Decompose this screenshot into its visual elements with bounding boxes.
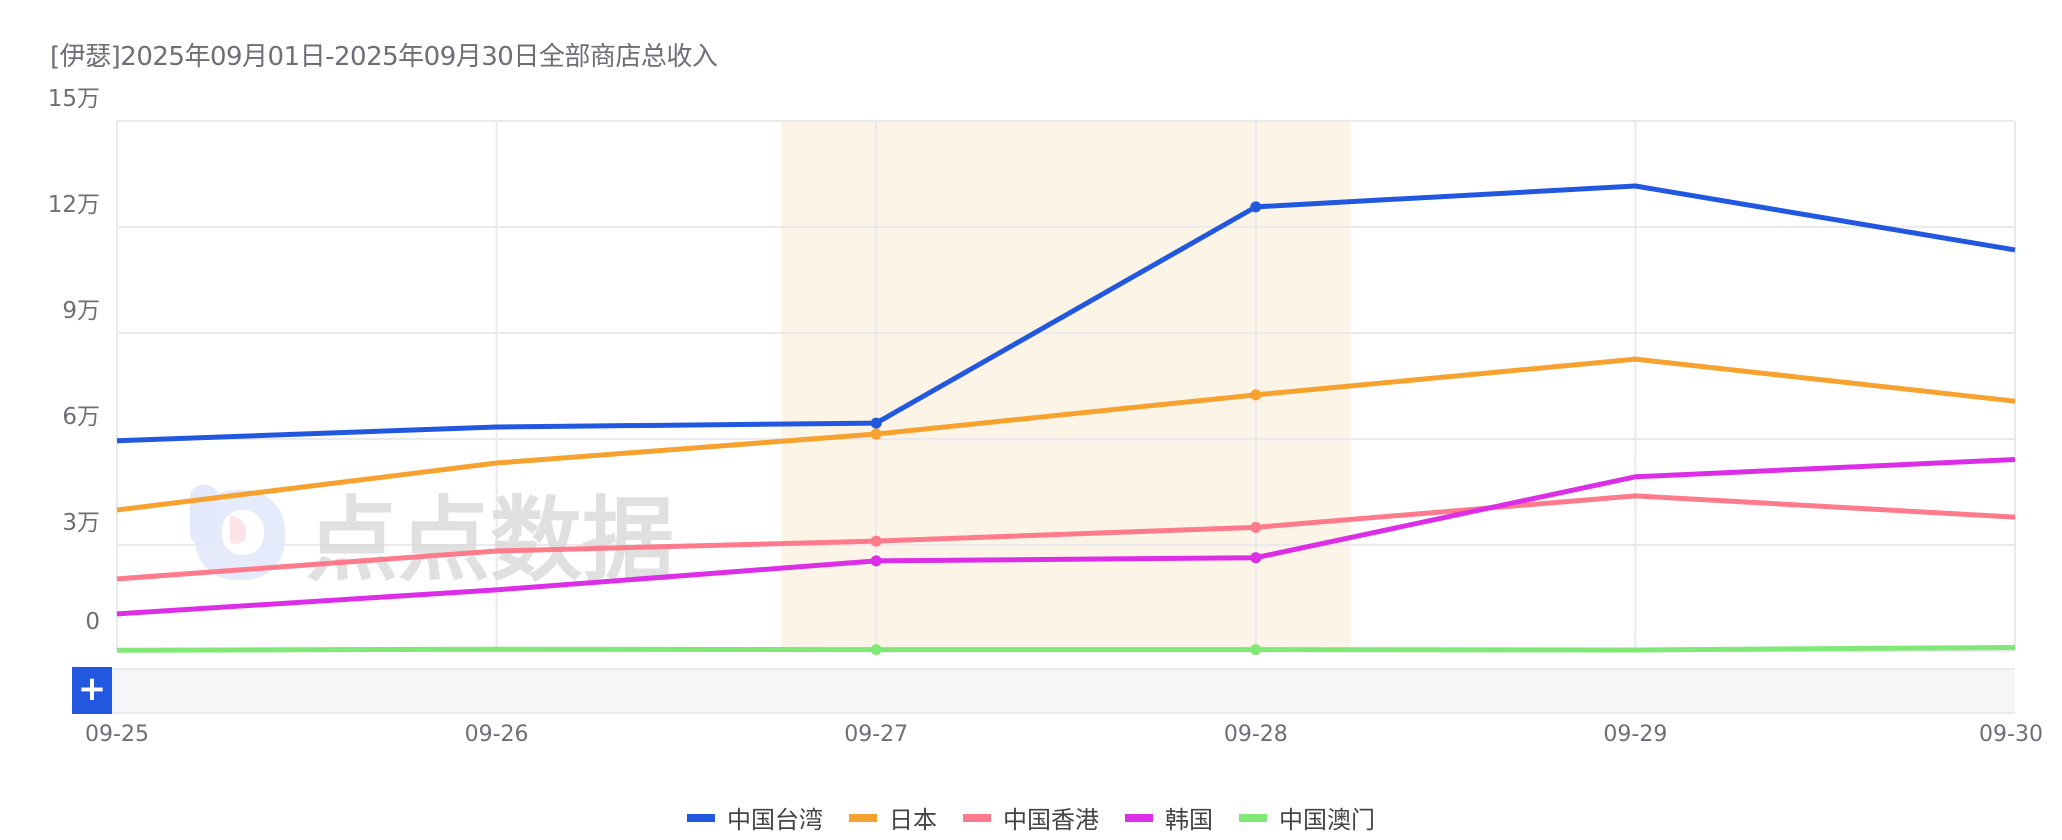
x-tick-label: 09-29 — [1603, 722, 1668, 747]
legend-label: 中国香港 — [1003, 806, 1099, 834]
legend-item[interactable]: 中国香港 — [963, 800, 1099, 835]
legend-swatch-icon — [963, 813, 991, 822]
watermark: 点点数据 — [190, 485, 674, 594]
x-tick-label: 09-28 — [1223, 722, 1288, 747]
zoom-expand-button[interactable]: + — [72, 667, 112, 714]
legend: 中国台湾 日本 中国香港 韩国 中国澳门 — [0, 800, 2062, 835]
series-line[interactable] — [116, 493, 2016, 582]
data-point[interactable] — [870, 644, 882, 656]
x-tick-label: 09-26 — [464, 722, 529, 747]
x-tick-label: 09-27 — [844, 722, 909, 747]
data-point[interactable] — [870, 555, 882, 567]
legend-label: 中国澳门 — [1279, 806, 1375, 834]
legend-item[interactable]: 日本 — [849, 800, 937, 835]
y-tick-label: 15万 — [47, 86, 100, 112]
data-point[interactable] — [1250, 552, 1262, 564]
y-tick-label: 6万 — [62, 404, 100, 430]
series-line[interactable] — [116, 456, 2016, 617]
y-tick-label: 9万 — [62, 298, 100, 324]
data-point[interactable] — [870, 428, 882, 440]
data-point[interactable] — [1250, 201, 1262, 213]
legend-swatch-icon — [849, 813, 877, 822]
y-tick-label: 12万 — [47, 192, 100, 218]
legend-label: 日本 — [889, 806, 937, 834]
series-lines — [116, 183, 2016, 656]
legend-item[interactable]: 中国澳门 — [1239, 800, 1375, 835]
legend-item[interactable]: 韩国 — [1125, 800, 1213, 835]
data-point[interactable] — [870, 535, 882, 547]
series-line[interactable] — [116, 183, 2016, 444]
legend-swatch-icon — [687, 813, 715, 822]
data-point[interactable] — [1250, 389, 1262, 401]
x-tick-label: 09-25 — [85, 722, 149, 747]
data-point[interactable] — [1250, 644, 1262, 656]
y-tick-label: 0 — [85, 609, 100, 635]
highlight-band — [781, 121, 1351, 651]
datazoom-slider[interactable] — [72, 668, 2015, 714]
x-tick-label: 09-30 — [1979, 722, 2043, 747]
series-line[interactable] — [116, 644, 2016, 653]
legend-label: 中国台湾 — [727, 806, 823, 834]
legend-swatch-icon — [1125, 813, 1153, 822]
grid-lines — [116, 120, 2016, 652]
data-point[interactable] — [870, 417, 882, 429]
series-line[interactable] — [116, 356, 2016, 513]
plus-icon: + — [77, 669, 107, 709]
legend-item[interactable]: 中国台湾 — [687, 800, 823, 835]
data-point[interactable] — [1250, 521, 1262, 533]
svg-text:点点数据: 点点数据 — [306, 487, 674, 594]
legend-label: 韩国 — [1165, 806, 1213, 834]
y-tick-label: 3万 — [62, 510, 100, 536]
chart-title: [伊瑟]2025年09月01日-2025年09月30日全部商店总收入 — [50, 42, 718, 72]
legend-swatch-icon — [1239, 813, 1267, 822]
